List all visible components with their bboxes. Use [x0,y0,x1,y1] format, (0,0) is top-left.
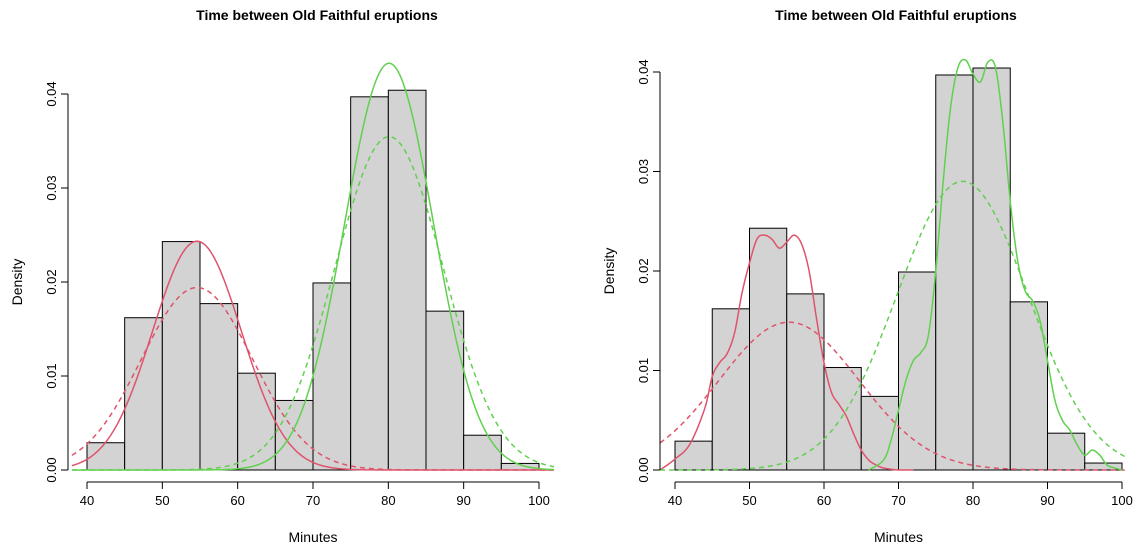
histogram-bar [711,308,750,471]
histogram-bar [972,67,1011,471]
x-tick-label: 40 [80,493,94,508]
chart-title: Time between Old Faithful eruptions [196,7,438,23]
x-tick-label: 40 [668,493,682,508]
x-tick-label: 100 [528,493,550,508]
histogram-bar [350,96,389,471]
y-tick-label: 0.04 [636,59,651,84]
y-axis-label: Density [601,248,617,295]
x-tick-label: 90 [456,493,470,508]
dashed-density-curve [71,286,555,471]
x-axis-label: Minutes [874,529,923,545]
solid-density-curve [660,234,914,471]
y-tick-label: 0.02 [636,258,651,283]
histogram-bar [86,442,126,471]
histogram-bar [425,310,465,471]
histogram-bars [86,89,540,471]
x-axis: 40 50 60 70 80 90 100 Minutes [668,481,1133,545]
dashed-density-curve [660,180,1128,471]
x-tick-label: 60 [230,493,244,508]
histogram-bar [1047,432,1086,471]
x-tick-label: 80 [966,493,980,508]
solid-density-curve [71,240,555,471]
y-tick-label: 0.04 [44,81,59,106]
histogram-bar [161,241,201,471]
histogram-bar [749,227,788,471]
histogram-bar [237,372,276,471]
x-tick-label: 50 [742,493,756,508]
y-tick-label: 0.02 [44,269,59,294]
y-tick-label: 0.03 [636,159,651,184]
histogram-bar [312,282,352,471]
x-tick-label: 50 [155,493,169,508]
histogram-bar [199,303,239,471]
y-axis: 0.00 0.01 0.02 0.03 0.04 Density [9,81,69,483]
x-axis: 40 50 60 70 80 90 100 Minutes [80,481,550,545]
y-tick-label: 0.03 [44,175,59,200]
y-axis-label: Density [9,259,25,306]
y-tick-label: 0.00 [636,457,651,482]
histogram-bar [935,74,974,471]
x-tick-label: 70 [306,493,320,508]
histogram-bar [898,271,937,471]
x-tick-label: 60 [817,493,831,508]
chart-panel-1: Time between Old Faithful eruptions 40 50 6… [9,7,555,545]
density-curves [660,58,1128,471]
histogram-bar [823,367,862,471]
histogram-bar [463,434,502,471]
x-axis-label: Minutes [288,529,337,545]
y-tick-label: 0.00 [44,457,59,482]
density-curves [71,62,555,471]
solid-density-curve [868,58,1123,471]
chart-panel-2: Time between Old Faithful eruptions 40 50 6… [601,7,1133,545]
x-tick-label: 80 [381,493,395,508]
y-tick-label: 0.01 [44,363,59,388]
y-axis: 0.00 0.01 0.02 0.03 0.04 Density [601,59,661,483]
x-tick-label: 70 [891,493,905,508]
y-tick-label: 0.01 [636,358,651,383]
x-tick-label: 100 [1111,493,1133,508]
histogram-bar [387,89,427,471]
solid-density-curve [71,62,555,471]
x-tick-label: 90 [1040,493,1054,508]
chart-title: Time between Old Faithful eruptions [775,7,1017,23]
dashed-density-curve [660,321,1128,471]
